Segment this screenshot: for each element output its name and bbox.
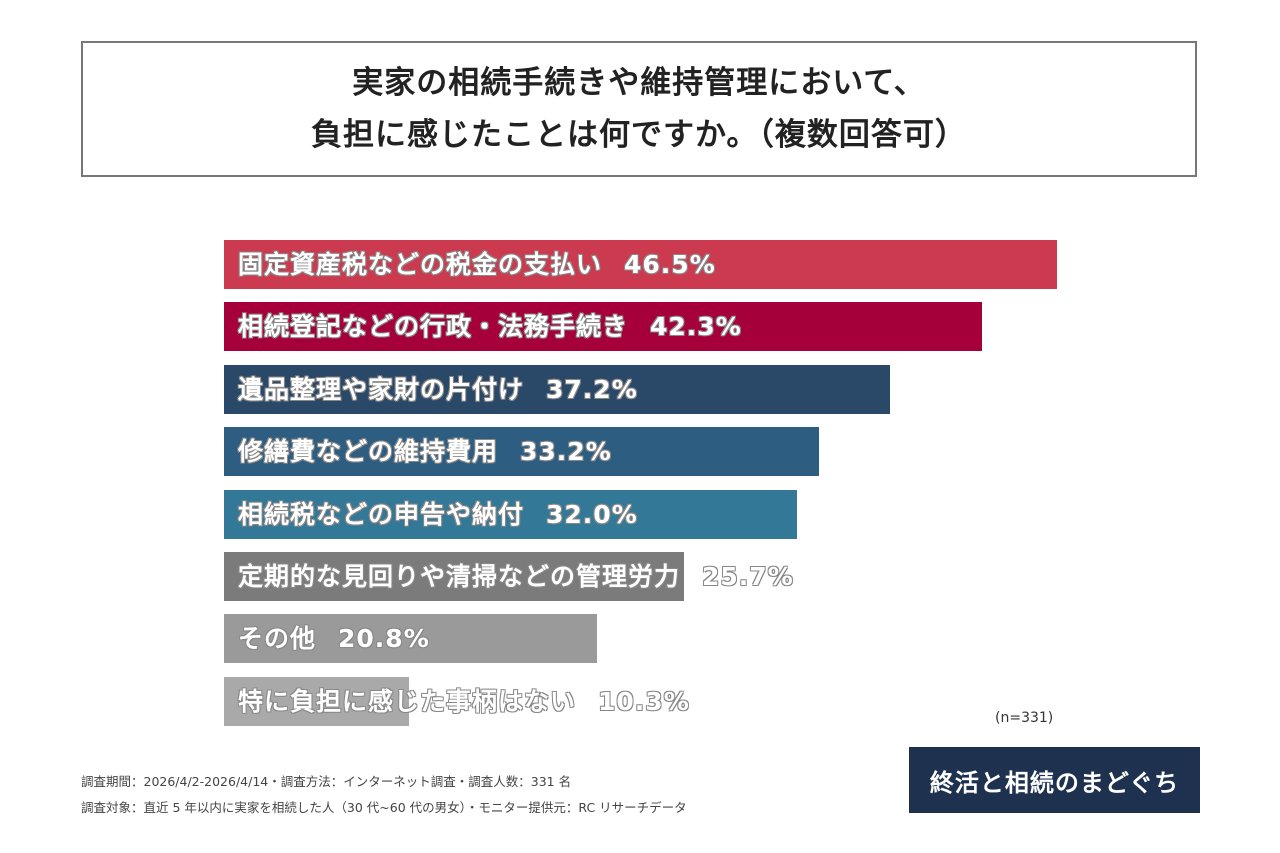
category-label: 相続登記などの行政・法務手続き bbox=[238, 312, 629, 341]
brand-logo: 終活と相続のまどぐち bbox=[909, 747, 1200, 813]
category-label: その他 bbox=[238, 624, 317, 653]
bar-label: 修繕費などの維持費用 33.2% bbox=[238, 427, 612, 476]
value-label: 10.3% bbox=[598, 687, 690, 716]
bar bbox=[224, 240, 1057, 289]
chart-title: 実家の相続手続きや維持管理において、 負担に感じたことは何ですか。（複数回答可） bbox=[81, 41, 1197, 177]
category-label: 定期的な見回りや清掃などの管理労力 bbox=[238, 562, 681, 591]
value-label: 42.3% bbox=[650, 312, 742, 341]
bar bbox=[224, 614, 597, 663]
bar bbox=[224, 365, 891, 414]
bar bbox=[224, 490, 798, 539]
value-label: 37.2% bbox=[546, 375, 638, 404]
bar-chart: 固定資産税などの税金の支払い 46.5% 相続登記などの行政・法務手続き 42.3% 遺… bbox=[224, 240, 1224, 740]
value-label: 32.0% bbox=[546, 500, 638, 529]
bar-label: その他 20.8% bbox=[238, 614, 430, 663]
title-line-1: 実家の相続手続きや維持管理において、 bbox=[352, 65, 926, 101]
bar-label: 相続税などの申告や納付 32.0% bbox=[238, 490, 638, 539]
category-label: 相続税などの申告や納付 bbox=[238, 500, 525, 529]
value-label: 20.8% bbox=[338, 624, 430, 653]
bar-label: 特に負担に感じた事柄はない 10.3% bbox=[238, 677, 690, 726]
value-label: 25.7% bbox=[702, 562, 794, 591]
category-label: 遺品整理や家財の片付け bbox=[238, 375, 525, 404]
bar bbox=[224, 677, 409, 726]
footer-survey-period: 調査期間：2026/4/2-2026/4/14・調査方法：インターネット調査・調… bbox=[81, 774, 572, 789]
bar bbox=[224, 552, 685, 601]
bar-label: 固定資産税などの税金の支払い 46.5% bbox=[238, 240, 716, 289]
category-label: 修繕費などの維持費用 bbox=[238, 437, 499, 466]
category-label: 特に負担に感じた事柄はない bbox=[238, 687, 577, 716]
bar bbox=[224, 427, 819, 476]
bar-label: 相続登記などの行政・法務手続き 42.3% bbox=[238, 302, 742, 351]
sample-size: (n=331) bbox=[995, 710, 1054, 726]
title-line-2: 負担に感じたことは何ですか。（複数回答可） bbox=[311, 117, 967, 153]
value-label: 46.5% bbox=[624, 250, 716, 279]
category-label: 固定資産税などの税金の支払い bbox=[238, 250, 603, 279]
bar bbox=[224, 302, 982, 351]
value-label: 33.2% bbox=[520, 437, 612, 466]
bar-label: 遺品整理や家財の片付け 37.2% bbox=[238, 365, 638, 414]
bar-label: 定期的な見回りや清掃などの管理労力 25.7% bbox=[238, 552, 794, 601]
footer-survey-target: 調査対象：直近 5 年以内に実家を相続した人（30 代~60 代の男女）・モニタ… bbox=[81, 800, 687, 815]
